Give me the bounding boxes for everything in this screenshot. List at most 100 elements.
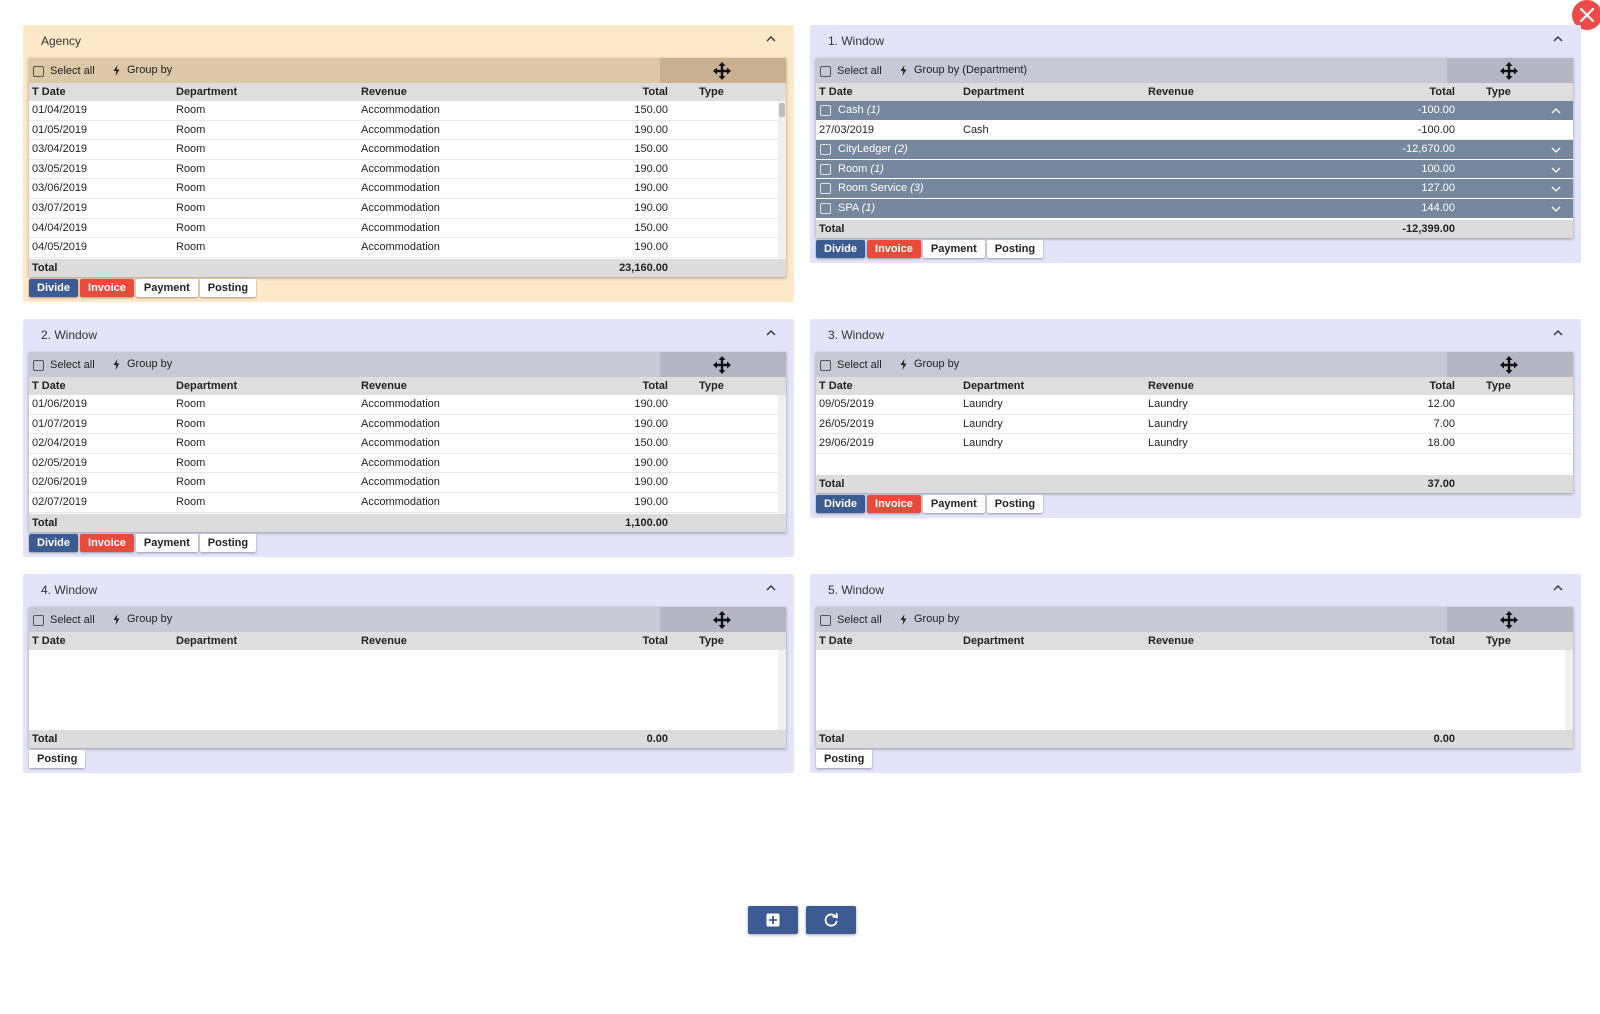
- group-row-spa[interactable]: SPA (1) 144.00: [816, 198, 1573, 219]
- select-all[interactable]: Select all: [820, 65, 882, 77]
- col-department[interactable]: Department: [176, 380, 238, 392]
- posting-button[interactable]: Posting: [816, 750, 873, 768]
- table-row[interactable]: 01/07/2019 Room Accommodation 190.00: [29, 415, 786, 435]
- col-department[interactable]: Department: [963, 86, 1025, 98]
- col-department[interactable]: Department: [176, 635, 238, 647]
- col-type[interactable]: Type: [699, 380, 724, 392]
- chevron-down-icon[interactable]: [1551, 145, 1561, 155]
- col-date[interactable]: T Date: [819, 86, 853, 98]
- select-all[interactable]: Select all: [33, 65, 95, 77]
- select-all-checkbox[interactable]: [33, 359, 44, 371]
- chevron-up-icon[interactable]: [1551, 326, 1565, 340]
- col-revenue[interactable]: Revenue: [1148, 86, 1194, 98]
- payment-button[interactable]: Payment: [922, 495, 985, 513]
- table-row[interactable]: 02/06/2019 Room Accommodation 190.00: [29, 473, 786, 493]
- select-all-checkbox[interactable]: [820, 359, 831, 371]
- invoice-button[interactable]: Invoice: [80, 279, 134, 297]
- table-row[interactable]: 04/05/2019 Room Accommodation 190.00: [29, 238, 786, 258]
- table-row[interactable]: 01/04/2019 Room Accommodation 150.00: [29, 101, 786, 121]
- scrollbar[interactable]: [778, 650, 786, 730]
- col-total[interactable]: Total: [642, 635, 668, 647]
- col-revenue[interactable]: Revenue: [361, 635, 407, 647]
- drag-handle[interactable]: [660, 58, 786, 83]
- col-type[interactable]: Type: [1486, 635, 1511, 647]
- col-type[interactable]: Type: [699, 86, 724, 98]
- table-row[interactable]: 04/04/2019 Room Accommodation 150.00: [29, 219, 786, 239]
- table-row[interactable]: 03/05/2019 Room Accommodation 190.00: [29, 160, 786, 180]
- select-all[interactable]: Select all: [33, 359, 95, 371]
- col-revenue[interactable]: Revenue: [1148, 380, 1194, 392]
- scrollbar[interactable]: [1565, 650, 1573, 730]
- table-row[interactable]: 03/04/2019 Room Accommodation 150.00: [29, 140, 786, 160]
- chevron-up-icon[interactable]: [1551, 581, 1565, 595]
- divide-button[interactable]: Divide: [816, 240, 866, 258]
- posting-button[interactable]: Posting: [986, 240, 1044, 258]
- col-total[interactable]: Total: [642, 380, 668, 392]
- col-total[interactable]: Total: [642, 86, 668, 98]
- col-date[interactable]: T Date: [32, 86, 66, 98]
- drag-handle[interactable]: [1447, 352, 1573, 377]
- scrollbar[interactable]: [778, 395, 786, 514]
- table-row[interactable]: 03/06/2019 Room Accommodation 190.00: [29, 179, 786, 199]
- group-checkbox[interactable]: [820, 144, 831, 156]
- group-by-button[interactable]: Group by: [113, 613, 172, 625]
- col-revenue[interactable]: Revenue: [1148, 635, 1194, 647]
- divide-button[interactable]: Divide: [29, 279, 79, 297]
- divide-button[interactable]: Divide: [29, 534, 79, 552]
- col-total[interactable]: Total: [1429, 635, 1455, 647]
- payment-button[interactable]: Payment: [922, 240, 985, 258]
- group-row-cityledger[interactable]: CityLedger (2) -12,670.00: [816, 140, 1573, 160]
- scrollbar[interactable]: [778, 101, 786, 259]
- table-row[interactable]: 03/07/2019 Room Accommodation 190.00: [29, 199, 786, 219]
- drag-handle[interactable]: [660, 607, 786, 632]
- group-checkbox[interactable]: [820, 105, 831, 116]
- chevron-up-icon[interactable]: [1551, 106, 1561, 116]
- group-by-button[interactable]: Group by: [900, 358, 959, 370]
- col-date[interactable]: T Date: [819, 380, 853, 392]
- col-department[interactable]: Department: [963, 635, 1025, 647]
- col-department[interactable]: Department: [963, 380, 1025, 392]
- group-checkbox[interactable]: [820, 163, 831, 175]
- drag-handle[interactable]: [1447, 607, 1573, 632]
- col-type[interactable]: Type: [1486, 380, 1511, 392]
- chevron-up-icon[interactable]: [764, 581, 778, 595]
- table-row[interactable]: 29/06/2019 Laundry Laundry 18.00: [816, 434, 1573, 454]
- group-checkbox[interactable]: [820, 183, 831, 195]
- posting-button[interactable]: Posting: [29, 750, 86, 768]
- col-revenue[interactable]: Revenue: [361, 86, 407, 98]
- chevron-up-icon[interactable]: [764, 326, 778, 340]
- invoice-button[interactable]: Invoice: [867, 495, 921, 513]
- table-row[interactable]: 01/06/2019 Room Accommodation 190.00: [29, 395, 786, 415]
- refresh-button[interactable]: [806, 906, 856, 934]
- group-row-cash[interactable]: Cash (1) -100.00: [816, 101, 1573, 121]
- posting-button[interactable]: Posting: [986, 495, 1044, 513]
- group-checkbox[interactable]: [820, 202, 831, 214]
- group-by-button[interactable]: Group by: [113, 64, 172, 76]
- scrollbar-thumb[interactable]: [779, 103, 785, 117]
- col-total[interactable]: Total: [1429, 380, 1455, 392]
- chevron-down-icon[interactable]: [1551, 165, 1561, 175]
- col-department[interactable]: Department: [176, 86, 238, 98]
- drag-handle[interactable]: [1447, 58, 1573, 83]
- add-window-button[interactable]: [748, 906, 798, 934]
- chevron-down-icon[interactable]: [1551, 184, 1561, 194]
- group-by-button[interactable]: Group by: [900, 613, 959, 625]
- select-all[interactable]: Select all: [820, 614, 882, 626]
- group-by-button[interactable]: Group by (Department): [900, 64, 1027, 76]
- select-all-checkbox[interactable]: [33, 614, 44, 626]
- col-type[interactable]: Type: [1486, 86, 1511, 98]
- group-row-room-service[interactable]: Room Service (3) 127.00: [816, 179, 1573, 199]
- divide-button[interactable]: Divide: [816, 495, 866, 513]
- table-row[interactable]: 01/05/2019 Room Accommodation 190.00: [29, 121, 786, 141]
- table-row[interactable]: 02/05/2019 Room Accommodation 190.00: [29, 454, 786, 474]
- chevron-down-icon[interactable]: [1551, 204, 1561, 214]
- invoice-button[interactable]: Invoice: [80, 534, 134, 552]
- col-date[interactable]: T Date: [32, 635, 66, 647]
- select-all[interactable]: Select all: [33, 614, 95, 626]
- col-type[interactable]: Type: [699, 635, 724, 647]
- group-row-room[interactable]: Room (1) 100.00: [816, 159, 1573, 180]
- drag-handle[interactable]: [660, 352, 786, 377]
- chevron-up-icon[interactable]: [1551, 32, 1565, 46]
- table-row[interactable]: 02/07/2019 Room Accommodation 190.00: [29, 493, 786, 513]
- col-revenue[interactable]: Revenue: [361, 380, 407, 392]
